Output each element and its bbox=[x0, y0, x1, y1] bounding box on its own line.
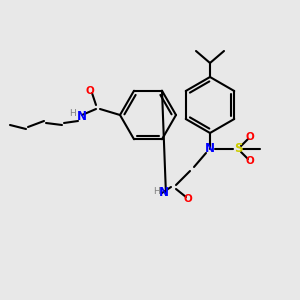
Text: H: H bbox=[153, 188, 159, 196]
Text: N: N bbox=[77, 110, 87, 124]
Text: O: O bbox=[85, 86, 94, 96]
Text: N: N bbox=[205, 142, 215, 155]
Text: O: O bbox=[246, 156, 254, 166]
Text: O: O bbox=[246, 132, 254, 142]
Text: S: S bbox=[234, 142, 242, 155]
Text: N: N bbox=[159, 187, 169, 200]
Text: H: H bbox=[69, 110, 75, 118]
Text: O: O bbox=[184, 194, 192, 204]
